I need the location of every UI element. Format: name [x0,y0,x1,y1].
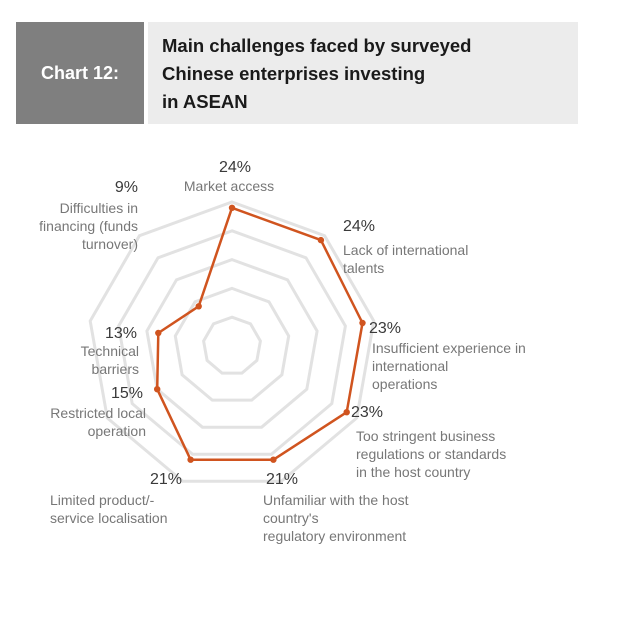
category-label-1-line-1: Market access [184,178,274,194]
radar-grid [88,200,376,483]
value-label-6: 21% [150,471,182,488]
category-label-7-line-1: Restricted local [50,405,146,421]
data-point-1 [228,204,236,211]
grid-ring-4 [117,229,347,456]
chart-title-line-1: Main challenges faced by surveyed [162,35,472,56]
category-label-9-line-2: financing (funds [39,218,138,234]
data-point-2 [317,236,325,244]
data-point-3 [359,319,366,327]
category-label-5-line-1: Unfamiliar with the host [263,492,409,508]
value-label-5: 21% [266,471,298,488]
grid-ring-2 [173,286,291,402]
category-label-3-line-2: international [372,358,448,374]
category-label-8-line-2: barriers [92,361,139,377]
category-label-3-line-1: Insufficient experience in [372,340,526,356]
value-label-3: 23% [369,320,401,337]
category-label-9-line-1: Difficulties in [60,200,138,216]
category-label-6-line-2: service localisation [50,510,168,526]
chart-title-line-2: Chinese enterprises investing [162,63,426,84]
category-label-7-line-2: operation [88,423,146,439]
value-label-2: 24% [343,218,375,235]
radar-labels: 24% Market access 24% Lack of international… [39,159,526,544]
data-point-9 [195,303,202,310]
category-label-9-line-3: turnover) [82,236,138,252]
value-label-4: 23% [351,404,383,421]
data-point-5 [270,456,277,463]
data-point-8 [155,329,162,337]
grid-ring-5 [88,200,376,483]
category-label-5-line-3: regulatory environment [263,528,406,544]
category-label-6-line-1: Limited product/- [50,492,155,508]
chart-title-line-3: in ASEAN [162,91,248,112]
value-label-9: 9% [115,179,138,196]
chart-number-tag: Chart 12: [16,22,144,124]
category-label-3-line-3: operations [372,376,437,392]
category-label-4-line-3: in the host country [356,464,470,480]
data-point-6 [187,456,194,463]
value-label-8: 13% [105,325,137,342]
data-point-4 [343,409,350,416]
value-label-1: 24% [219,159,251,176]
category-label-4-line-1: Too stringent business [356,428,495,444]
grid-ring-1 [202,315,262,375]
category-label-4-line-2: regulations or standards [356,446,506,462]
value-label-7: 15% [111,385,143,402]
series-line [155,206,364,461]
category-label-8-line-1: Technical [81,343,139,359]
radar-series [154,204,366,463]
category-label-2-line-2: talents [343,260,384,276]
chart-title: Main challenges faced by surveyed Chines… [148,22,578,124]
data-point-7 [154,386,161,393]
grid-ring-3 [145,258,319,429]
category-label-2-line-1: Lack of international [343,242,468,258]
category-label-5-line-2: country's [263,510,319,526]
